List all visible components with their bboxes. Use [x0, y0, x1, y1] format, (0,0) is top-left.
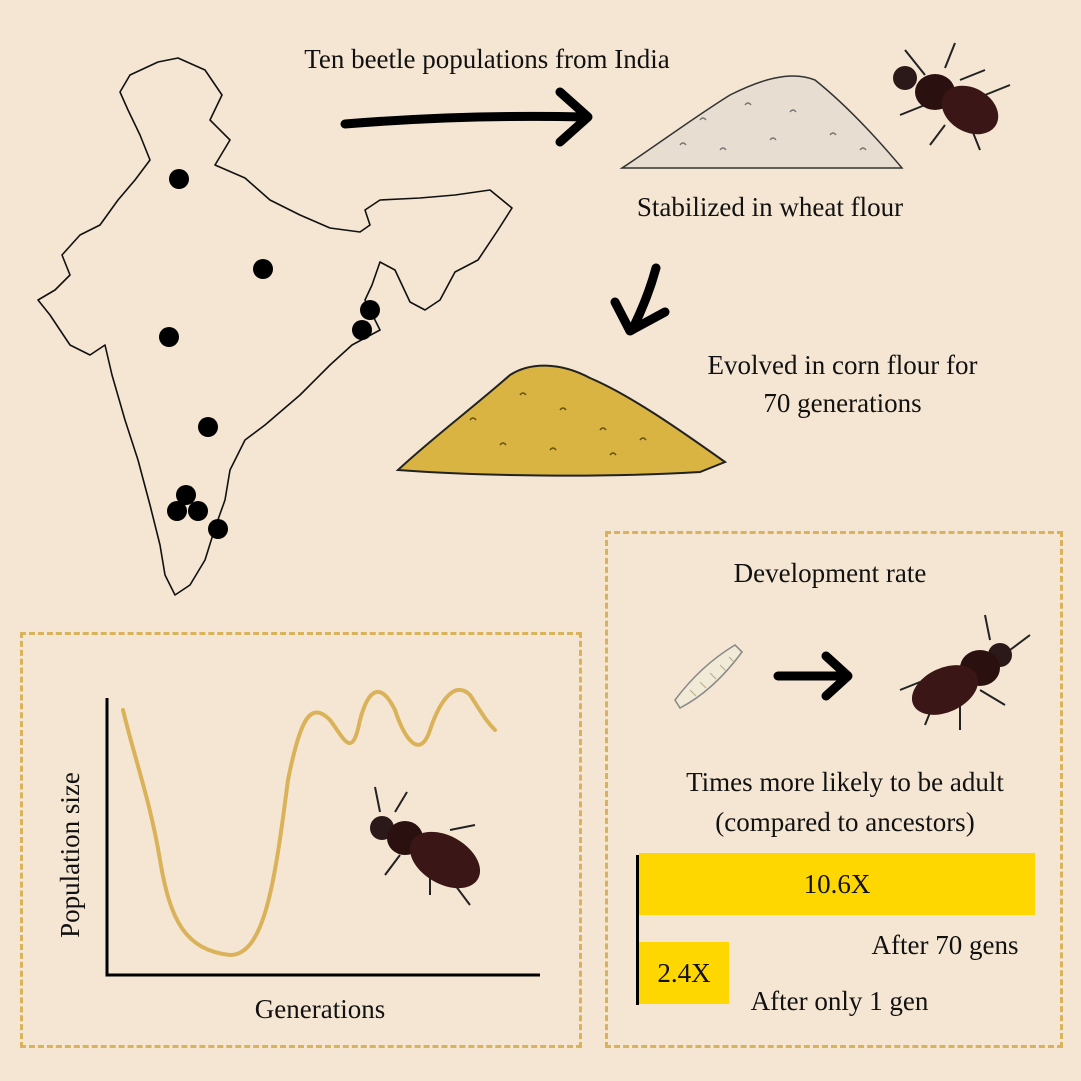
population-chart-panel: [20, 632, 582, 1048]
corn-label-line1: Evolved in corn flour for: [707, 350, 978, 380]
bar-label-70: 10.6X: [803, 868, 871, 899]
category-after-70-gens: After 70 gens: [871, 930, 1019, 960]
main-title: Ten beetle populations from India: [304, 44, 670, 74]
category-after-1-gen: After only 1 gen: [750, 986, 929, 1016]
bar-after-70-gens: 10.6X: [639, 853, 1035, 915]
population-dots: [159, 169, 380, 539]
corn-label-line2: 70 generations: [763, 388, 922, 418]
bar-chart-axis: [636, 855, 639, 1005]
wheat-label: Stabilized in wheat flour: [636, 192, 904, 222]
x-axis-label: Generations: [254, 994, 386, 1024]
bar-label-1: 2.4X: [657, 957, 711, 988]
likely-line2: (compared to ancestors): [715, 807, 975, 837]
development-panel: [605, 531, 1063, 1048]
bar-after-1-gen: 2.4X: [639, 942, 729, 1004]
development-title: Development rate: [733, 558, 927, 588]
y-axis-label: Population size: [55, 772, 85, 938]
likely-line1: Times more likely to be adult: [686, 767, 1004, 797]
